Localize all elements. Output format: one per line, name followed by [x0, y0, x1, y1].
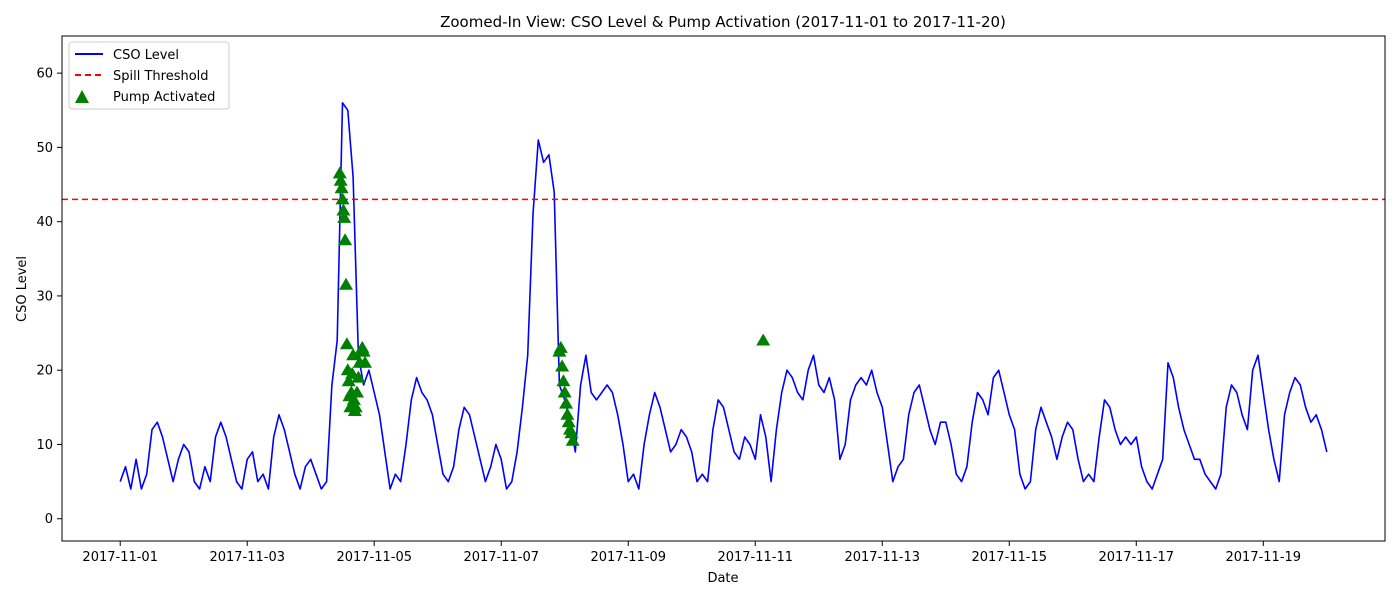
legend-box: [68, 41, 230, 110]
x-tick-label: 2017-11-07: [463, 550, 539, 565]
plot-frame: [61, 35, 1386, 542]
x-tick-label: 2017-11-03: [209, 550, 285, 565]
pump-activated-marker: [350, 385, 364, 398]
pump-activated-marker: [561, 415, 576, 428]
series-layer: [119, 102, 1328, 490]
pump-activated-marker: [338, 233, 353, 246]
pump-activated-marker: [553, 340, 568, 353]
pump-activated-marker: [555, 359, 570, 372]
pump-activated-marker: [336, 203, 351, 216]
pump-activated-marker: [358, 355, 372, 368]
pump-activated-marker: [341, 374, 356, 387]
pump-activated-marker: [334, 181, 349, 194]
pump-activated-marker: [348, 400, 363, 413]
pump-activated-marker: [332, 166, 347, 179]
x-tick-label: 2017-11-19: [1226, 550, 1302, 565]
x-tick-label: 2017-11-05: [336, 550, 412, 565]
pump-activated-marker: [337, 210, 352, 223]
legend-swatch-pump-activated: [75, 90, 89, 103]
pump-activated-marker: [356, 344, 371, 357]
y-tick-label: 20: [36, 364, 53, 379]
legend-label-cso-level: CSO Level: [113, 48, 179, 63]
x-tick-label: 2017-11-09: [590, 550, 666, 565]
x-tick-label: 2017-11-11: [717, 550, 793, 565]
x-tick-label: 2017-11-01: [82, 550, 158, 565]
pump-activated-marker: [560, 407, 575, 420]
legend-label-spill-threshold: Spill Threshold: [113, 69, 209, 84]
pump-activated-marker: [351, 370, 366, 383]
pump-activated-marker: [557, 385, 572, 398]
pump-activated-marker: [339, 337, 354, 350]
plot-area: [61, 35, 1386, 542]
pump-activated-marker: [333, 173, 348, 186]
pump-activated-marker: [756, 333, 771, 346]
y-axis-label: CSO Level: [15, 256, 30, 322]
marker-layer: [332, 166, 771, 446]
pump-activated-marker: [564, 426, 579, 439]
x-tick-label: 2017-11-17: [1098, 550, 1174, 565]
pump-activated-marker: [339, 277, 353, 290]
y-tick-label: 40: [36, 215, 53, 230]
x-tick-label: 2017-11-15: [971, 550, 1047, 565]
pump-activated-marker: [556, 374, 571, 387]
pump-activated-marker: [346, 392, 361, 405]
y-tick-label: 0: [45, 512, 53, 527]
chart-title: Zoomed-In View: CSO Level & Pump Activat…: [440, 13, 1006, 31]
pump-activated-marker: [346, 348, 361, 361]
legend-label-pump-activated: Pump Activated: [113, 90, 215, 105]
plot-background: [62, 36, 1385, 541]
pump-activated-marker: [565, 433, 580, 446]
x-axis: 2017-11-01 2017-11-03 2017-11-05 2017-11-07…: [82, 541, 1301, 565]
y-tick-label: 30: [36, 289, 53, 304]
y-tick-label: 60: [36, 67, 53, 82]
y-axis: 0 10 20 30 40 50 60: [36, 67, 62, 527]
y-tick-label: 10: [36, 438, 53, 453]
pump-activated-marker: [559, 396, 574, 409]
y-tick-label: 50: [36, 141, 53, 156]
series-line-cso-level: [119, 102, 1328, 490]
x-tick-label: 2017-11-13: [844, 550, 920, 565]
x-axis-label: Date: [707, 571, 738, 586]
legend: CSO Level Spill Threshold Pump Activated: [68, 41, 230, 110]
pump-activated-marker: [335, 192, 350, 205]
